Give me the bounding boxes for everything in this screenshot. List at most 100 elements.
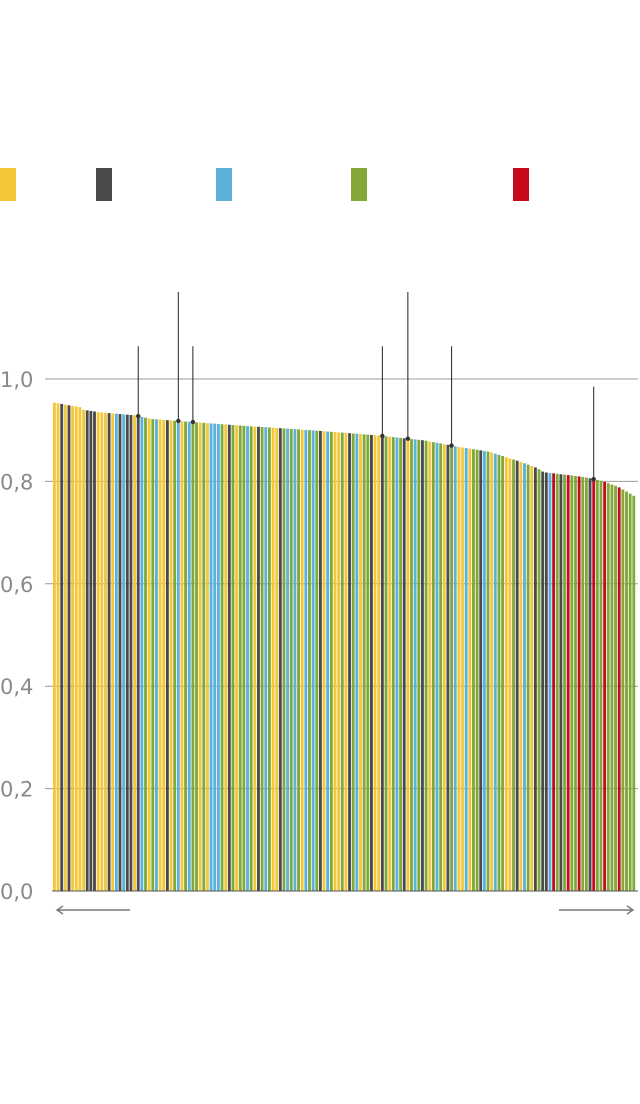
legend-swatch	[0, 168, 16, 201]
bar	[224, 424, 228, 891]
bar	[144, 417, 147, 891]
bar	[512, 459, 515, 891]
bar	[198, 422, 202, 891]
bar	[304, 429, 308, 891]
bar	[442, 444, 446, 891]
callout	[380, 346, 385, 439]
bar	[359, 434, 362, 891]
left-arrow-icon	[55, 905, 130, 915]
bar	[431, 442, 435, 891]
bar	[603, 481, 607, 891]
bar	[63, 404, 67, 891]
bar	[315, 430, 319, 891]
bar	[464, 448, 468, 891]
bar	[169, 420, 173, 891]
bar	[235, 425, 239, 891]
bar	[308, 430, 311, 891]
legend-swatch	[513, 168, 529, 201]
bar	[548, 472, 552, 891]
bar	[457, 446, 461, 891]
bar	[472, 449, 475, 891]
bar	[151, 419, 155, 891]
bar	[297, 429, 300, 891]
y-axis-tick-labels: 0,0 0,2 0,4 0,6 0,8 1,0	[0, 368, 33, 904]
callout-dot	[176, 418, 181, 424]
bar	[111, 413, 115, 891]
bar	[380, 435, 384, 891]
bar	[278, 428, 282, 891]
bar	[461, 447, 464, 891]
bar	[282, 428, 286, 891]
bar	[133, 415, 136, 891]
bar	[322, 431, 326, 891]
callout	[449, 346, 454, 448]
bar	[67, 405, 71, 891]
bar	[104, 412, 107, 891]
bar	[100, 412, 104, 891]
bar	[552, 473, 556, 891]
bar	[326, 431, 330, 891]
bar	[158, 419, 162, 891]
bar	[220, 424, 224, 891]
bar	[584, 477, 588, 891]
bar	[581, 476, 585, 891]
callout	[405, 291, 411, 441]
bar	[344, 432, 348, 891]
bars	[53, 402, 636, 891]
bar	[300, 429, 304, 891]
bar	[428, 441, 432, 891]
bar	[355, 433, 359, 891]
bar	[173, 420, 177, 891]
bar	[85, 410, 89, 891]
bar	[107, 413, 111, 891]
bar	[136, 416, 140, 891]
bar	[541, 471, 545, 891]
callout	[136, 346, 141, 419]
bar	[479, 450, 483, 891]
bar	[570, 475, 574, 891]
legend	[0, 168, 529, 201]
bar	[227, 424, 231, 891]
bar	[373, 435, 377, 891]
legend-item	[513, 168, 529, 201]
bar	[311, 430, 315, 891]
bar	[592, 479, 596, 891]
bar	[246, 426, 249, 891]
bar	[89, 410, 93, 891]
bar	[286, 428, 290, 891]
bar	[504, 457, 508, 891]
bar	[406, 438, 410, 891]
bar	[140, 416, 144, 891]
y-tick-label: 0,4	[0, 675, 33, 699]
bar	[257, 426, 260, 891]
bar	[348, 433, 351, 891]
bar	[184, 421, 188, 891]
bar	[410, 439, 413, 891]
bar	[544, 472, 548, 891]
bar	[155, 419, 158, 891]
bar	[370, 434, 373, 891]
bar	[293, 429, 297, 891]
bar	[595, 479, 599, 891]
bar	[329, 431, 333, 891]
y-tick-label: 0,8	[0, 470, 33, 494]
bar	[533, 467, 537, 891]
bar	[402, 438, 406, 891]
callout-dot	[190, 419, 196, 425]
bar	[129, 415, 133, 891]
bar	[391, 437, 395, 891]
right-arrow-icon	[559, 905, 635, 915]
y-tick-label: 0,6	[0, 573, 33, 597]
bar	[264, 427, 268, 891]
bar	[318, 431, 322, 891]
bar	[82, 409, 85, 891]
bar	[242, 425, 246, 891]
bar	[74, 406, 78, 891]
bar	[490, 452, 494, 891]
bar	[482, 450, 486, 891]
bar	[176, 420, 180, 891]
bar	[122, 414, 126, 891]
bar	[118, 414, 122, 891]
legend-item	[0, 168, 16, 201]
